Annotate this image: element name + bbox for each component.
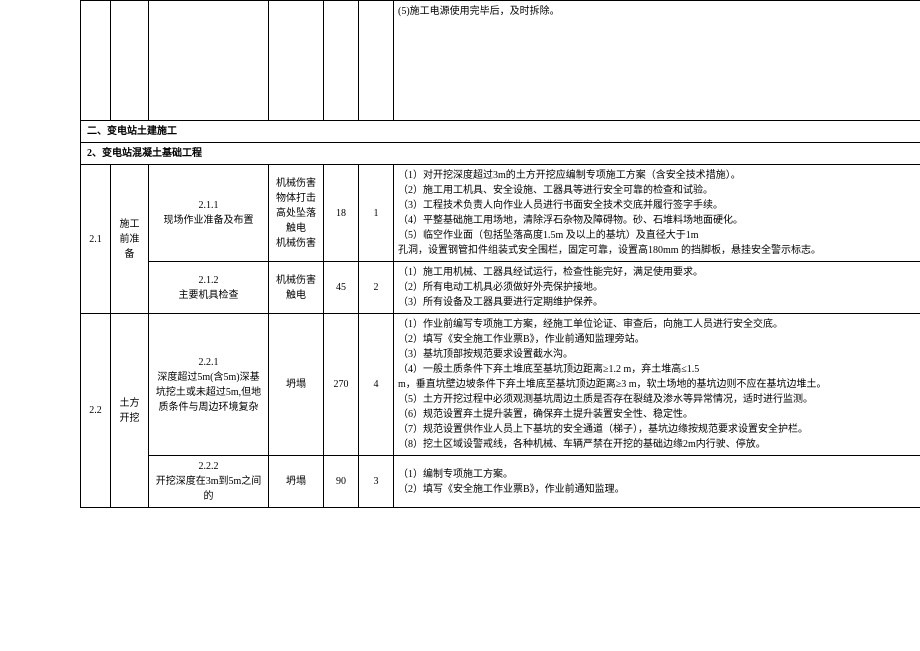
table-row: 2.2 土方开挖 2.2.1 深度超过5m(含5m)深基坑挖土或未超过5m,但地… xyxy=(81,314,920,456)
task-name: 开挖深度在3m到5m之间的 xyxy=(153,474,264,504)
cell-task: 2.2.1 深度超过5m(含5m)深基坑挖土或未超过5m,但地质条件与周边环境复… xyxy=(149,314,269,456)
cell-desc: （1）对开挖深度超过3m的土方开挖应编制专项施工方案（含安全技术措施）。 （2）… xyxy=(394,165,920,262)
cell-n2: 2 xyxy=(359,262,394,314)
task-name: 现场作业准备及布置 xyxy=(153,213,264,228)
cell-task: 2.2.2 开挖深度在3m到5m之间的 xyxy=(149,456,269,508)
cell-n1: 270 xyxy=(324,314,359,456)
cell-n1: 18 xyxy=(324,165,359,262)
cell-n1 xyxy=(324,1,359,121)
table-row: 2.1 施工前准备 2.1.1 现场作业准备及布置 机械伤害 物体打击 高处坠落… xyxy=(81,165,920,262)
cell-risk xyxy=(269,1,324,121)
cell-task xyxy=(149,1,269,121)
cell-task: 2.1.2 主要机具检查 xyxy=(149,262,269,314)
construction-table: (5)施工电源使用完毕后，及时拆除。 二、变电站土建施工 2、变电站混凝土基础工… xyxy=(80,0,920,508)
cell-desc: (5)施工电源使用完毕后，及时拆除。 xyxy=(394,1,920,121)
cell-n1: 90 xyxy=(324,456,359,508)
cell-risk: 机械伤害 物体打击 高处坠落 触电 机械伤害 xyxy=(269,165,324,262)
subsection-title: 2、变电站混凝土基础工程 xyxy=(81,143,920,165)
cell-n1: 45 xyxy=(324,262,359,314)
cell-desc: （1）编制专项施工方案。 （2）填写《安全施工作业票B》，作业前通知监理。 xyxy=(394,456,920,508)
cell-phase xyxy=(111,1,149,121)
task-no: 2.2.1 xyxy=(153,355,264,370)
cell-phase: 土方开挖 xyxy=(111,314,149,508)
subsection-header-row: 2、变电站混凝土基础工程 xyxy=(81,143,920,165)
cell-idx xyxy=(81,1,111,121)
cell-task: 2.1.1 现场作业准备及布置 xyxy=(149,165,269,262)
cell-n2: 4 xyxy=(359,314,394,456)
cell-desc: （1）作业前编写专项施工方案，经施工单位论证、审查后，向施工人员进行安全交底。 … xyxy=(394,314,920,456)
cell-phase: 施工前准备 xyxy=(111,165,149,314)
task-name: 主要机具检查 xyxy=(153,288,264,303)
section-title: 二、变电站土建施工 xyxy=(81,121,920,143)
task-no: 2.2.2 xyxy=(153,459,264,474)
table-row: (5)施工电源使用完毕后，及时拆除。 xyxy=(81,1,920,121)
cell-risk: 坍塌 xyxy=(269,456,324,508)
table-row: 2.2.2 开挖深度在3m到5m之间的 坍塌 90 3 （1）编制专项施工方案。… xyxy=(81,456,920,508)
cell-idx: 2.1 xyxy=(81,165,111,314)
cell-desc: （1）施工用机械、工器具经试运行，检查性能完好，满足使用要求。 （2）所有电动工… xyxy=(394,262,920,314)
table-row: 2.1.2 主要机具检查 机械伤害 触电 45 2 （1）施工用机械、工器具经试… xyxy=(81,262,920,314)
cell-n2: 3 xyxy=(359,456,394,508)
task-no: 2.1.2 xyxy=(153,273,264,288)
cell-idx: 2.2 xyxy=(81,314,111,508)
cell-n2: 1 xyxy=(359,165,394,262)
task-no: 2.1.1 xyxy=(153,198,264,213)
cell-risk: 坍塌 xyxy=(269,314,324,456)
task-name: 深度超过5m(含5m)深基坑挖土或未超过5m,但地质条件与周边环境复杂 xyxy=(153,370,264,415)
cell-n2 xyxy=(359,1,394,121)
cell-risk: 机械伤害 触电 xyxy=(269,262,324,314)
section-header-row: 二、变电站土建施工 xyxy=(81,121,920,143)
